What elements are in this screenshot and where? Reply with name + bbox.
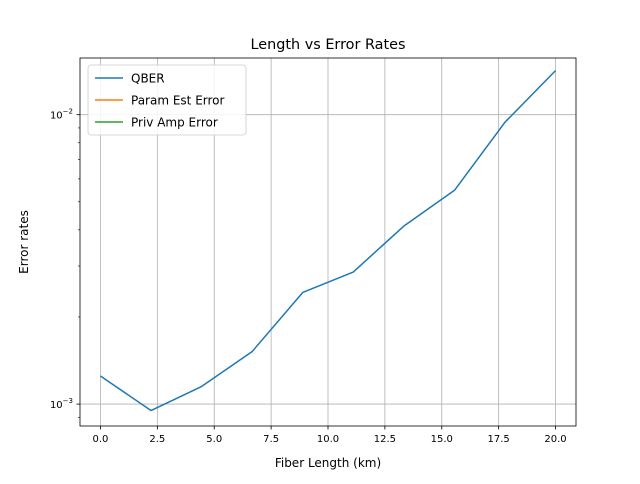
series-layer bbox=[100, 70, 557, 412]
x-tick-label: 0.0 bbox=[93, 434, 109, 445]
y-axis-label: Error rates bbox=[17, 210, 31, 274]
x-axis-label: Fiber Length (km) bbox=[275, 456, 381, 470]
x-tick-label: 12.5 bbox=[374, 434, 396, 445]
y-tick-base: 10 bbox=[50, 400, 63, 411]
x-tick-label: 20.0 bbox=[544, 434, 566, 445]
legend: QBER Param Est Error Priv Amp Error bbox=[87, 64, 247, 136]
x-tick-label: 2.5 bbox=[149, 434, 165, 445]
legend-label: Priv Amp Error bbox=[131, 116, 218, 130]
x-tick-label: 7.5 bbox=[263, 434, 279, 445]
x-tick-label: 17.5 bbox=[488, 434, 510, 445]
chart-title: Length vs Error Rates bbox=[251, 37, 406, 53]
legend-label: Param Est Error bbox=[131, 94, 225, 108]
series-line-0 bbox=[100, 70, 557, 412]
legend-label: QBER bbox=[131, 72, 165, 86]
y-tick-exponent: −3 bbox=[63, 397, 73, 405]
x-tick-label: 5.0 bbox=[206, 434, 222, 445]
x-axis-ticks: 0.0 2.5 5.0 7.5 10.0 12.5 15.0 17.5 20.0 bbox=[93, 426, 567, 445]
x-tick-label: 15.0 bbox=[431, 434, 453, 445]
x-tick-label: 10.0 bbox=[317, 434, 339, 445]
y-tick-base: 10 bbox=[50, 111, 63, 122]
y-tick-label: 10−2 bbox=[50, 108, 73, 122]
y-tick-label: 10−3 bbox=[50, 397, 73, 411]
y-axis-ticks: 10−310−2 bbox=[50, 108, 80, 418]
y-tick-exponent: −2 bbox=[63, 108, 73, 116]
legend-box bbox=[87, 64, 247, 136]
